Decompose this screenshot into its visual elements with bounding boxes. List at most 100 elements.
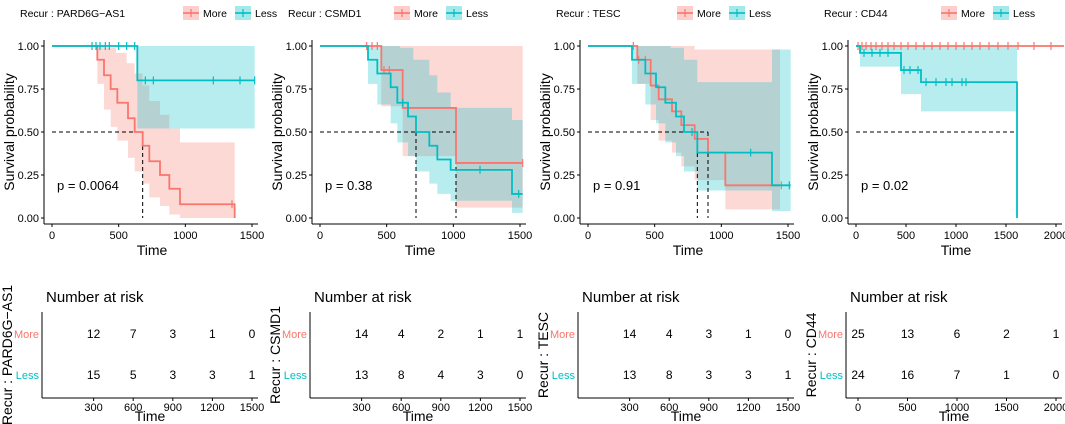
risk-value-more: 6 <box>954 327 961 341</box>
y-axis-title: Survival probability <box>805 73 821 191</box>
risk-value-less: 7 <box>954 368 961 382</box>
legend-label-more: More <box>203 8 227 20</box>
risk-value-more: 3 <box>705 327 712 341</box>
x-tick-label: 1500 <box>240 230 264 242</box>
y-tick-label: 0.00 <box>286 213 307 225</box>
risk-value-less: 3 <box>745 368 752 382</box>
risk-value-more: 1 <box>209 327 216 341</box>
risk-table-2: Number at risk More 14 4 2 1 1 Less 13 8 4 3 0 300 600… <box>267 289 532 424</box>
risk-table-title: Number at risk <box>46 289 144 306</box>
risk-table-3: Number at risk More 14 4 3 1 0 Less 13 8 3 3 1 300 600… <box>535 289 800 424</box>
risk-table-1: Number at risk More 12 7 3 1 0 Less 15 5 3 3 1 300 600… <box>0 285 264 424</box>
risk-value-more: 14 <box>355 327 369 341</box>
ci-band-less <box>320 46 523 213</box>
risk-x-tick-label: 1200 <box>468 402 492 414</box>
x-tick-label: 1000 <box>441 230 465 242</box>
km-panel-3: Recur : TESC More Less 0.00 0.25 0.50 0.75 1.00… <box>537 6 800 258</box>
ci-band-less <box>588 46 791 212</box>
risk-value-less: 3 <box>477 368 484 382</box>
risk-value-less: 1 <box>785 368 792 382</box>
risk-value-more: 12 <box>87 327 101 341</box>
y-tick-label: 0.75 <box>286 84 307 96</box>
x-tick-label: 1000 <box>173 230 197 242</box>
y-tick-label: 0.25 <box>554 170 575 182</box>
ci-band-less <box>52 46 255 129</box>
risk-x-tick-label: 600 <box>392 402 410 414</box>
x-tick-label: 500 <box>377 230 395 242</box>
legend: Recur : CSMD1 More Less <box>288 6 488 20</box>
risk-row-label-less: Less <box>16 370 40 382</box>
risk-x-axis-title: Time <box>135 408 166 424</box>
km-panel-1: Recur : PARD6G−AS1 More Less 0.00 0.25 0.50 0.… <box>1 6 277 258</box>
risk-x-tick-label: 300 <box>620 402 638 414</box>
risk-value-less: 4 <box>437 368 444 382</box>
x-tick-label: 500 <box>109 230 127 242</box>
y-tick-label: 1.00 <box>18 41 39 53</box>
risk-value-less: 13 <box>355 368 369 382</box>
y-axis-title: Survival probability <box>269 73 285 191</box>
risk-value-more: 13 <box>901 327 915 341</box>
p-value: p = 0.91 <box>593 178 640 193</box>
x-tick-label: 2000 <box>1044 230 1065 242</box>
x-tick-label: 1500 <box>994 230 1018 242</box>
risk-x-tick-label: 300 <box>352 402 370 414</box>
x-tick-label: 1500 <box>508 230 532 242</box>
risk-x-tick-label: 1200 <box>736 402 760 414</box>
risk-value-less: 0 <box>517 368 524 382</box>
risk-value-more: 1 <box>517 327 524 341</box>
x-tick-label: 0 <box>49 230 55 242</box>
risk-value-more: 1 <box>745 327 752 341</box>
ci-band-less <box>856 46 1017 218</box>
risk-x-tick-label: 900 <box>164 402 182 414</box>
risk-value-less: 15 <box>87 368 101 382</box>
y-tick-label: 0.75 <box>18 84 39 96</box>
risk-x-axis-title: Time <box>403 408 434 424</box>
legend-title: Recur : CSMD1 <box>288 8 362 20</box>
legend-label-more: More <box>414 8 438 20</box>
risk-table-4: Number at risk More 25 13 6 2 1 Less 24 16 7 1 0 0 500… <box>803 289 1065 424</box>
risk-x-tick-label: 600 <box>124 402 142 414</box>
x-tick-label: 1000 <box>709 230 733 242</box>
y-tick-label: 0.50 <box>554 127 575 139</box>
risk-x-tick-label: 1500 <box>240 402 264 414</box>
survival-line-less <box>856 45 1018 218</box>
risk-row-label-less: Less <box>820 370 844 382</box>
km-panel-4: Recur : CD44 More Less 0.00 0.25 0.50 0.75 1.00… <box>805 6 1065 258</box>
x-tick-label: 1000 <box>944 230 968 242</box>
risk-value-more: 2 <box>1003 327 1010 341</box>
risk-y-axis-title: Recur : CD44 <box>803 312 819 397</box>
y-tick-label: 0.25 <box>286 170 307 182</box>
risk-row-label-more: More <box>14 329 39 341</box>
risk-row-label-more: More <box>550 329 575 341</box>
risk-value-more: 14 <box>623 327 637 341</box>
survival-line-less <box>52 45 255 82</box>
risk-value-less: 16 <box>901 368 915 382</box>
risk-y-axis-title: Recur : TESC <box>535 312 551 398</box>
p-value: p = 0.02 <box>861 178 908 193</box>
risk-value-more: 4 <box>666 327 673 341</box>
risk-value-less: 3 <box>705 368 712 382</box>
survival-line-less <box>320 45 523 195</box>
risk-x-tick-label: 0 <box>855 402 861 414</box>
risk-table-title: Number at risk <box>582 289 680 306</box>
x-tick-label: 0 <box>853 230 859 242</box>
y-tick-label: 0.00 <box>822 213 843 225</box>
risk-value-less: 0 <box>1053 368 1060 382</box>
survival-line-more <box>320 45 523 164</box>
x-tick-label: 1500 <box>776 230 800 242</box>
legend: Recur : PARD6G−AS1 More Less <box>20 6 277 20</box>
risk-value-less: 1 <box>1003 368 1010 382</box>
km-panel-2: Recur : CSMD1 More Less 0.00 0.25 0.50 0.75 1.0… <box>269 6 532 258</box>
risk-value-less: 1 <box>249 368 256 382</box>
legend: Recur : TESC More Less <box>556 6 771 20</box>
risk-value-more: 7 <box>130 327 137 341</box>
legend-title: Recur : PARD6G−AS1 <box>20 8 125 20</box>
p-value: p = 0.38 <box>325 178 372 193</box>
risk-value-less: 3 <box>209 368 216 382</box>
risk-row-label-more: More <box>282 329 307 341</box>
risk-x-tick-label: 1000 <box>945 402 969 414</box>
risk-value-more: 1 <box>477 327 484 341</box>
risk-x-tick-label: 1500 <box>994 402 1018 414</box>
legend-label-more: More <box>697 8 721 20</box>
